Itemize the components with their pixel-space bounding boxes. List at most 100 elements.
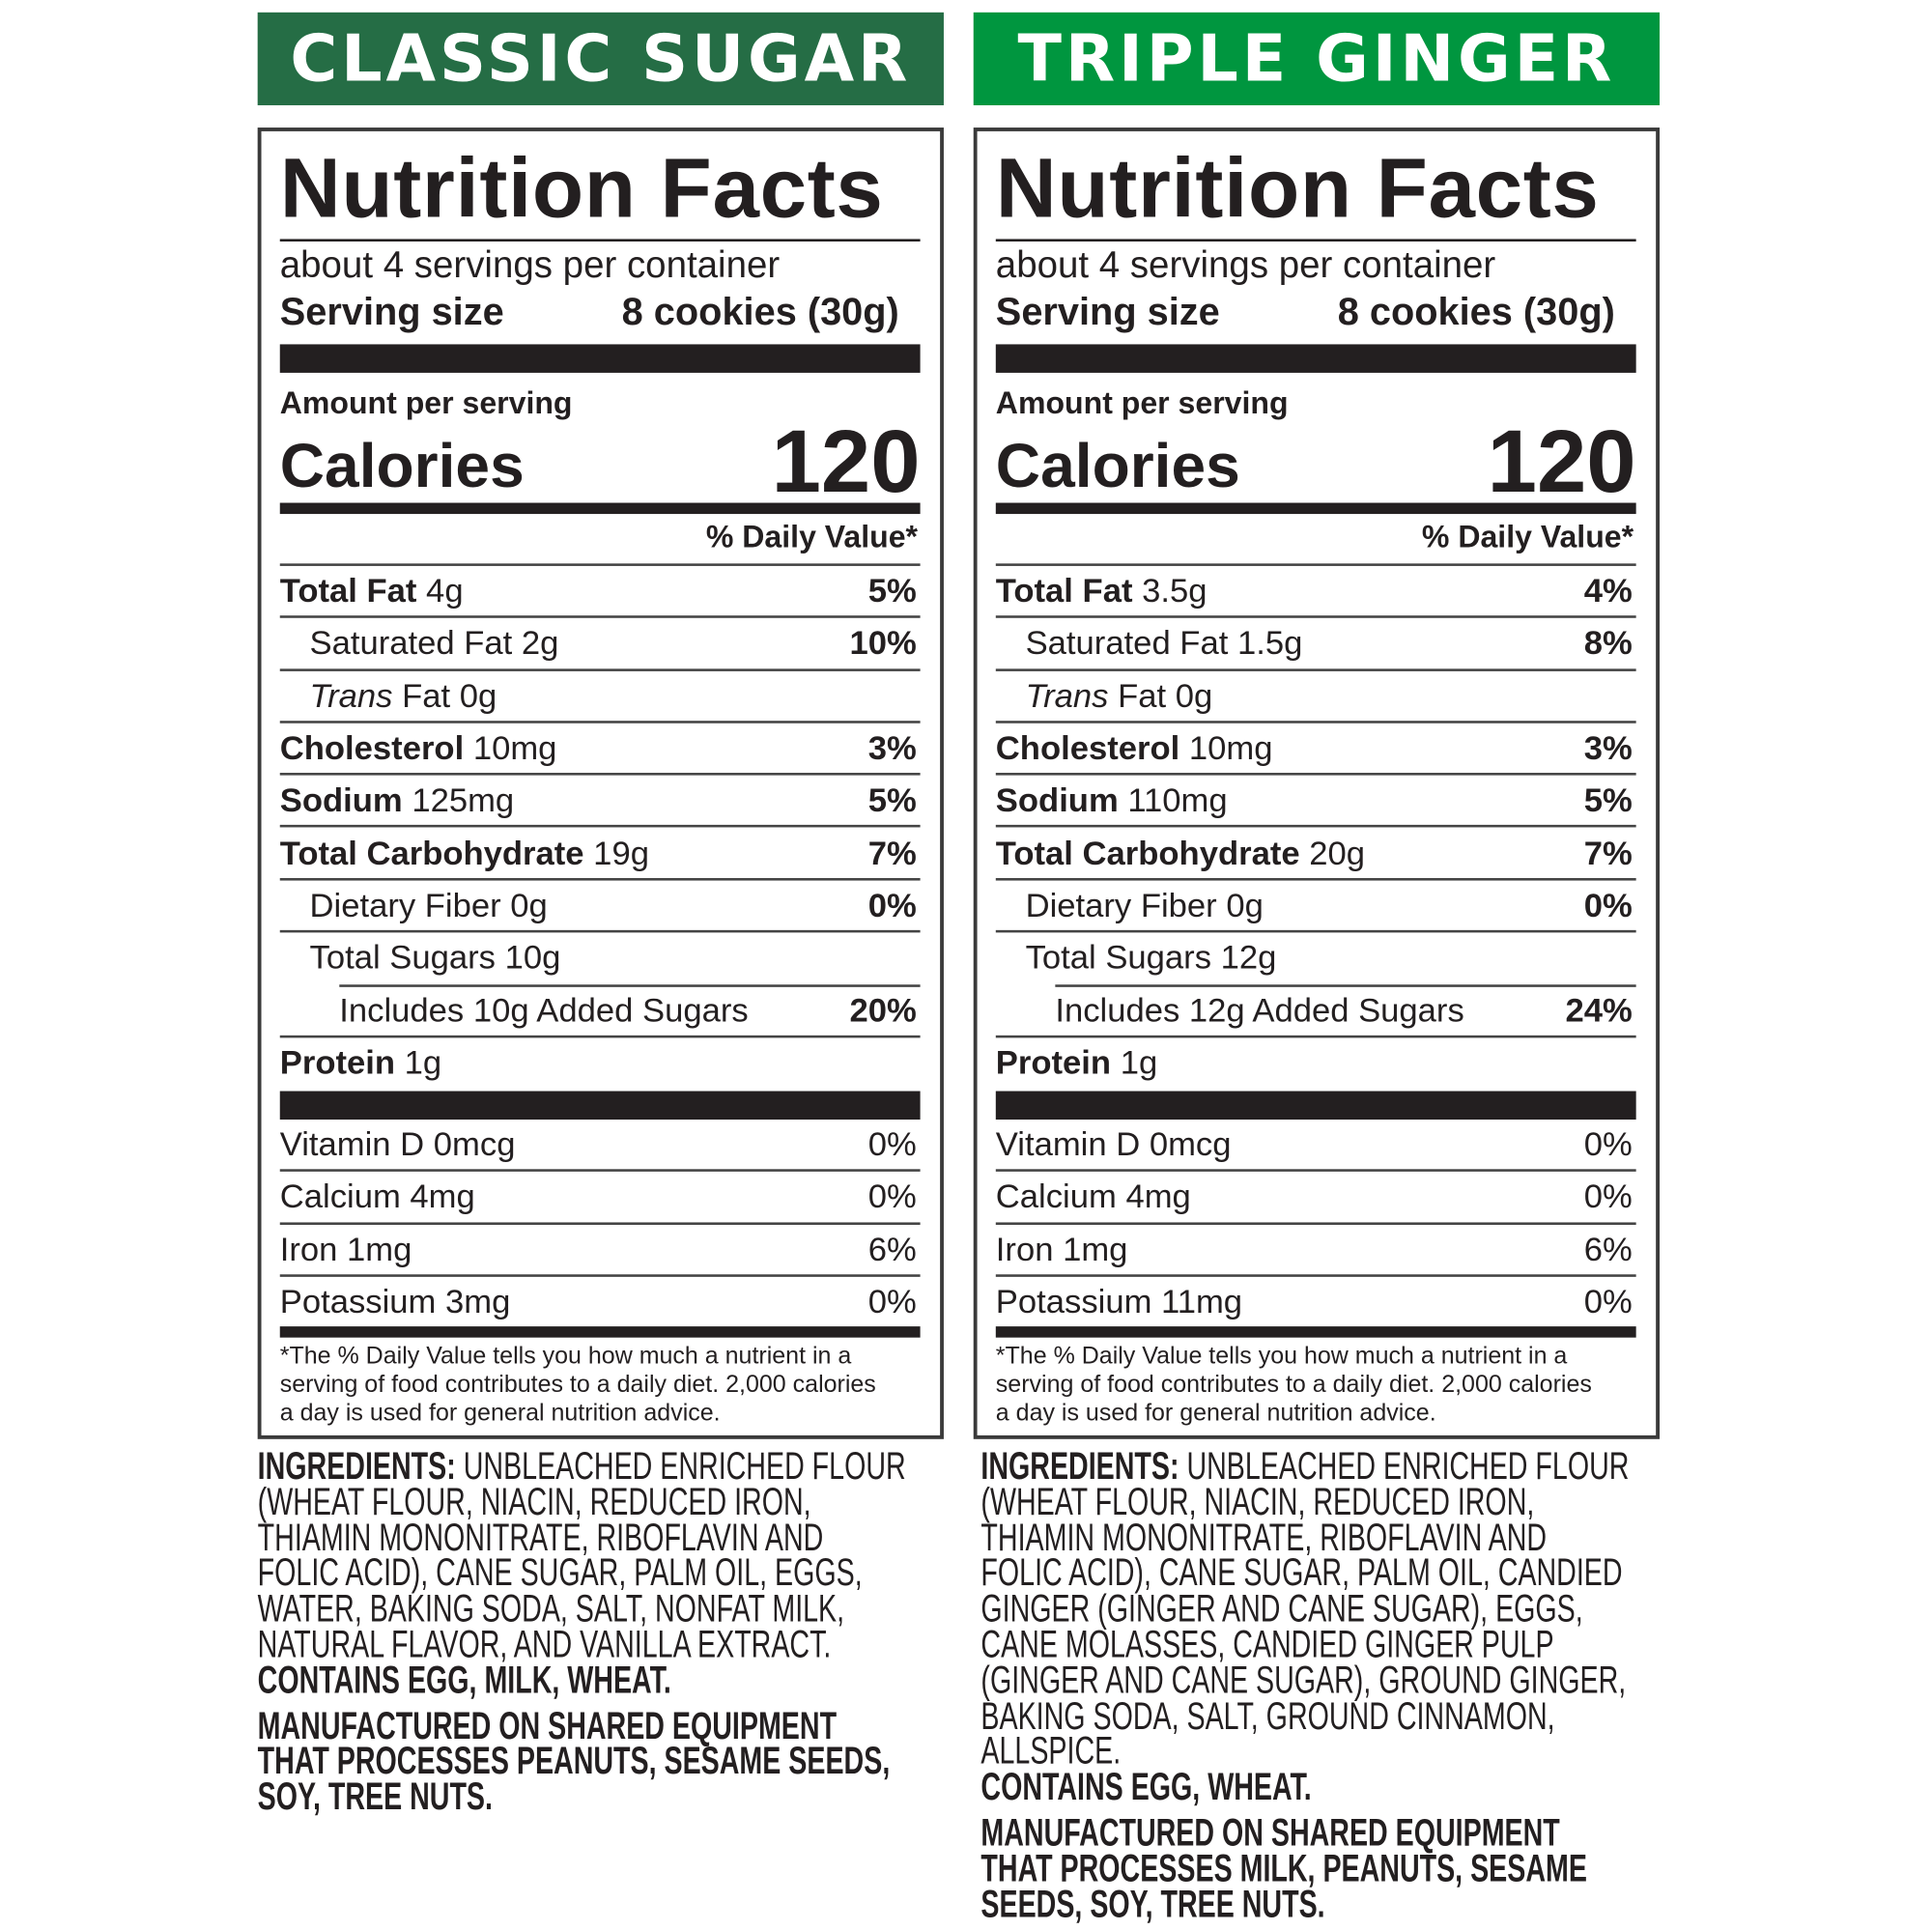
footnote-line: a day is used for general nutrition advi… xyxy=(995,1399,1436,1427)
calories-value: 120 xyxy=(1487,412,1636,512)
nutrient-amount: 125mg xyxy=(412,781,515,819)
nutrient-name: Trans Fat 0g xyxy=(996,676,1213,716)
nutrient-row: Saturated Fat 2g 10% xyxy=(279,615,921,668)
ingredients-line: (WHEAT FLOUR, NIACIN, REDUCED IRON, xyxy=(257,1479,811,1523)
nutrient-row: Protein 1g xyxy=(279,1035,921,1087)
nutrient-name: Cholesterol 10mg xyxy=(280,728,557,768)
thick-bar xyxy=(279,1091,921,1120)
manufactured-line: SOY, TREE NUTS. xyxy=(258,1777,936,1816)
nutrient-daily-value: 0% xyxy=(867,886,917,924)
medium-bar xyxy=(995,502,1636,515)
nutrient-amount: 1g xyxy=(1120,1043,1158,1082)
nutrient-label: Total Fat xyxy=(995,572,1133,610)
vitamin-row: Potassium 3mg 0% xyxy=(279,1274,921,1326)
daily-value-header: % Daily Value* xyxy=(1421,520,1634,555)
manufactured-warning-line: THAT PROCESSES PEANUTS, SESAME SEEDS, xyxy=(257,1739,891,1783)
ingredients-line: WATER, BAKING SODA, SALT, NONFAT MILK, xyxy=(257,1586,845,1631)
ingredients-block: INGREDIENTS: UNBLEACHED ENRICHED FLOUR (W… xyxy=(980,1446,1659,1923)
vitamin-row: Vitamin D 0mcg 0% xyxy=(280,1120,921,1170)
nutrient-amount: 4g xyxy=(426,572,464,610)
nutrient-daily-value: 8% xyxy=(1583,624,1633,663)
nutrient-label: Includes 12g Added Sugars xyxy=(1055,991,1464,1029)
serving-size-label: Serving size xyxy=(279,290,504,333)
nutrient-amount: 0g xyxy=(510,886,548,924)
nutrient-name: Protein 1g xyxy=(996,1042,1157,1082)
nutrient-label: Trans xyxy=(1025,676,1109,715)
vitamin-name: Potassium 3mg xyxy=(279,1283,511,1320)
footnote-line: *The % Daily Value tells you how much a … xyxy=(995,1342,1568,1371)
nutrient-name: Cholesterol 10mg xyxy=(996,728,1273,768)
ingredients-block: INGREDIENTS: UNBLEACHED ENRICHED FLOUR (W… xyxy=(257,1446,936,1816)
calories-row: Calories 120 xyxy=(996,412,1636,512)
ingredients-text: UNBLEACHED ENRICHED FLOUR xyxy=(455,1443,906,1488)
vitamin-name: Calcium 4mg xyxy=(995,1178,1191,1216)
vitamin-daily-value: 6% xyxy=(1583,1231,1633,1268)
nutrient-daily-value: 7% xyxy=(1583,834,1633,872)
nutrient-label: Protein xyxy=(995,1043,1112,1082)
vitamin-name: Potassium 11mg xyxy=(995,1283,1243,1320)
footnote-line: *The % Daily Value tells you how much a … xyxy=(279,1342,852,1371)
nutrient-label: Cholesterol xyxy=(279,729,465,767)
vitamin-daily-value: 0% xyxy=(867,1125,917,1164)
vitamin-daily-value: 0% xyxy=(1583,1283,1633,1320)
nutrient-amount: 20g xyxy=(1309,834,1366,872)
calories-label: Calories xyxy=(279,431,525,500)
nutrient-amount: 10mg xyxy=(472,729,557,767)
nutrient-amount: 0g xyxy=(1175,676,1213,715)
vitamin-row: Calcium 4mg 0% xyxy=(279,1169,921,1222)
nutrient-name: Total Carbohydrate 20g xyxy=(996,833,1365,872)
nutrient-daily-value: 10% xyxy=(849,624,917,663)
vitamin-row: Iron 1mg 6% xyxy=(279,1221,921,1274)
nutrient-amount: 1.5g xyxy=(1236,624,1303,663)
manufactured-warning-line: SEEDS, SOY, TREE NUTS. xyxy=(980,1882,1325,1926)
servings-per-container: about 4 servings per container xyxy=(995,244,1496,287)
nutrient-row: Includes 12g Added Sugars 24% xyxy=(995,982,1636,1036)
vitamin-row: Calcium 4mg 0% xyxy=(995,1169,1636,1222)
nutrient-amount: 10g xyxy=(504,939,561,977)
medium-bar xyxy=(279,502,921,515)
nutrient-name: Dietary Fiber 0g xyxy=(996,886,1264,925)
ingredients-line: INGREDIENTS: UNBLEACHED ENRICHED FLOUR xyxy=(980,1446,1659,1485)
nutrient-daily-value: 24% xyxy=(1565,991,1633,1029)
nutrient-row: Total Sugars 12g xyxy=(995,929,1636,982)
calories-value: 120 xyxy=(771,412,921,512)
manufactured-line: SEEDS, SOY, TREE NUTS. xyxy=(980,1885,1659,1923)
nutrient-name: Total Fat 3.5g xyxy=(996,571,1208,610)
nutrient-daily-value: 4% xyxy=(1583,572,1633,610)
nutrient-name: Dietary Fiber 0g xyxy=(280,886,548,925)
ingredients-label: INGREDIENTS: xyxy=(980,1443,1179,1488)
amount-per-serving: Amount per serving xyxy=(995,386,1289,421)
nutrient-label: Dietary Fiber xyxy=(309,886,501,924)
nutrient-label: Saturated Fat xyxy=(309,624,513,663)
nutrient-daily-value: 7% xyxy=(867,834,917,872)
nutrient-amount: 10mg xyxy=(1188,729,1273,767)
contains-line: CONTAINS EGG, WHEAT. xyxy=(980,1768,1659,1806)
contains-line: CONTAINS EGG, MILK, WHEAT. xyxy=(258,1660,936,1699)
vitamin-daily-value: 6% xyxy=(867,1231,917,1268)
ingredients-line: ALLSPICE. xyxy=(980,1729,1122,1774)
nutrition-facts-box: Nutrition Facts about 4 servings per cont… xyxy=(973,128,1661,1439)
thick-bar xyxy=(279,344,921,373)
nutrient-label: Total Sugars xyxy=(309,939,496,977)
nutrient-name: Includes 12g Added Sugars xyxy=(996,990,1464,1030)
serving-size: Serving size 8 cookies (30g) xyxy=(996,290,1615,334)
nutrient-name: Saturated Fat 2g xyxy=(280,623,559,663)
nutrition-facts-title: Nutrition Facts xyxy=(279,141,884,236)
nutrient-daily-value: 3% xyxy=(867,729,917,767)
nutrition-facts-box: Nutrition Facts about 4 servings per cont… xyxy=(257,128,944,1439)
nutrient-row: Sodium 110mg 5% xyxy=(995,773,1636,825)
amount-per-serving: Amount per serving xyxy=(279,386,573,421)
ingredients-line: BAKING SODA, SALT, GROUND CINNAMON, xyxy=(980,1693,1555,1738)
nutrient-daily-value: 5% xyxy=(867,572,917,610)
footnote-line: a day is used for general nutrition advi… xyxy=(279,1399,721,1427)
nutrient-name: Sodium 125mg xyxy=(280,781,514,820)
nutrient-name: Sodium 110mg xyxy=(996,781,1228,820)
nutrient-daily-value: 3% xyxy=(1583,729,1633,767)
allergen-contains: CONTAINS EGG, WHEAT. xyxy=(980,1765,1312,1809)
ingredients-line: INGREDIENTS: UNBLEACHED ENRICHED FLOUR xyxy=(258,1446,936,1485)
nutrient-label: Dietary Fiber xyxy=(1025,886,1217,924)
nutrient-label: Saturated Fat xyxy=(1025,624,1229,663)
nutrient-label: Total Sugars xyxy=(1025,939,1212,977)
nutrient-row: Total Sugars 10g xyxy=(279,929,921,982)
nutrient-row: Total Fat 4g 5% xyxy=(279,563,921,615)
